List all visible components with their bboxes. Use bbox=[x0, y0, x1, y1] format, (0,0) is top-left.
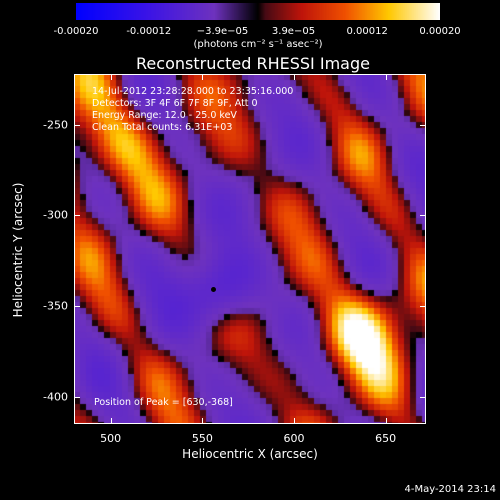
info-peak-position: Position of Peak = [630,-368] bbox=[94, 397, 233, 408]
x-tick-label: 550 bbox=[191, 432, 213, 445]
timestamp: 4-May-2014 23:14 bbox=[404, 484, 496, 495]
colorbar-gradient bbox=[76, 3, 440, 20]
info-time-range: 14-Jul-2012 23:28:28.000 to 23:35:16.000 bbox=[92, 86, 294, 97]
colorbar-tick-label: -0.00012 bbox=[126, 26, 172, 37]
heatmap-canvas bbox=[74, 74, 426, 424]
y-tick-label: -350 bbox=[43, 299, 68, 313]
y-tick-mark bbox=[420, 306, 426, 308]
colorbar bbox=[76, 3, 440, 20]
colorbar-tick-label: -0.00020 bbox=[53, 26, 99, 37]
colorbar-tick-label: 0.00012 bbox=[346, 26, 388, 37]
y-tick-mark bbox=[420, 396, 426, 398]
x-tick-mark bbox=[202, 74, 204, 80]
x-tick-mark bbox=[110, 74, 112, 80]
y-tick-mark bbox=[420, 124, 426, 126]
y-tick-mark bbox=[74, 396, 80, 398]
colorbar-tick-label: 3.9e−05 bbox=[271, 26, 316, 37]
y-tick-label: -300 bbox=[43, 208, 68, 222]
rhessi-image: 14-Jul-2012 23:28:28.000 to 23:35:16.000… bbox=[74, 74, 426, 424]
min-marker bbox=[210, 287, 216, 293]
colorbar-tick-label: 0.00020 bbox=[419, 26, 461, 37]
x-tick-mark bbox=[294, 74, 295, 80]
x-tick-mark bbox=[110, 418, 112, 424]
y-tick-mark bbox=[74, 306, 80, 308]
x-tick-label: 650 bbox=[375, 432, 397, 445]
info-detectors: Detectors: 3F 4F 6F 7F 8F 9F, Att 0 bbox=[92, 98, 258, 109]
x-tick-label: 600 bbox=[283, 432, 305, 445]
y-tick-label: -400 bbox=[43, 390, 68, 404]
x-tick-mark bbox=[294, 418, 295, 424]
y-tick-label: -250 bbox=[43, 118, 68, 132]
plot-title: Reconstructed RHESSI Image bbox=[136, 54, 370, 73]
y-axis-label: Heliocentric Y (arcsec) bbox=[11, 182, 25, 318]
x-tick-mark bbox=[202, 418, 204, 424]
x-tick-mark bbox=[385, 74, 387, 80]
info-method-counts: Clean Total counts: 6.31E+03 bbox=[92, 122, 233, 133]
y-tick-mark bbox=[420, 215, 426, 217]
y-tick-mark bbox=[74, 215, 80, 217]
info-energy-range: Energy Range: 12.0 - 25.0 keV bbox=[92, 110, 237, 121]
colorbar-tick-label: −3.9e−05 bbox=[196, 26, 249, 37]
y-tick-mark bbox=[74, 124, 80, 126]
x-tick-label: 500 bbox=[100, 432, 122, 445]
x-tick-mark bbox=[385, 418, 387, 424]
x-axis-label: Heliocentric X (arcsec) bbox=[182, 447, 318, 461]
colorbar-units: (photons cm⁻² s⁻¹ asec⁻²) bbox=[193, 39, 323, 50]
